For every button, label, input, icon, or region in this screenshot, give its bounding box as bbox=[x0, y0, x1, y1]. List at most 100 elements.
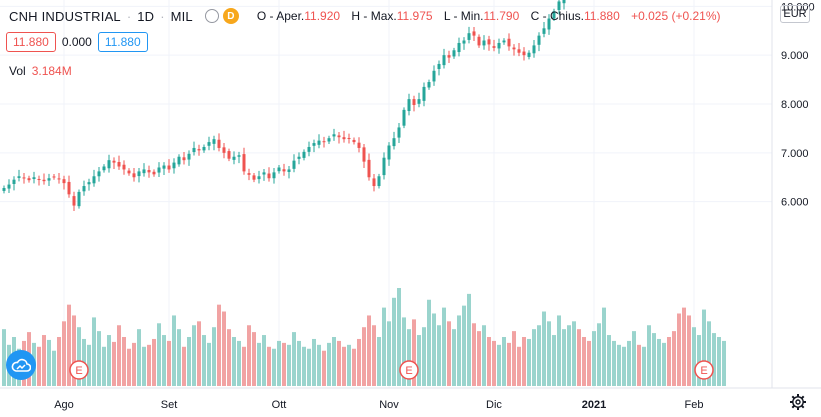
volume-bar bbox=[247, 325, 251, 386]
close-value: 11.880 bbox=[583, 9, 620, 23]
candle-body bbox=[42, 179, 46, 182]
candles[interactable] bbox=[2, 0, 726, 211]
candle-body bbox=[487, 39, 491, 45]
ohlc-values: O - Aper.11.920 H - Max.11.975 L - Min.1… bbox=[257, 9, 729, 23]
volume-bar bbox=[647, 325, 651, 386]
volume-bar bbox=[202, 335, 206, 386]
eye-icon[interactable] bbox=[204, 9, 219, 23]
volume-bar bbox=[72, 315, 76, 386]
volume-bar bbox=[217, 304, 221, 386]
candle-body bbox=[187, 153, 191, 160]
earnings-marker: E bbox=[694, 360, 714, 380]
candle-body bbox=[547, 18, 551, 30]
candle-body bbox=[452, 50, 456, 57]
volume-bar bbox=[482, 325, 486, 386]
volume-bar bbox=[192, 325, 196, 386]
candle-body bbox=[387, 145, 391, 160]
candle-body bbox=[477, 36, 481, 46]
candle-body bbox=[117, 162, 121, 167]
volume-bar bbox=[447, 321, 451, 386]
exchange-label: MIL bbox=[170, 8, 193, 24]
candle-body bbox=[507, 38, 511, 47]
volume-bar bbox=[42, 335, 46, 386]
volume-bar bbox=[682, 307, 686, 386]
volume-bar bbox=[557, 315, 561, 386]
cloud-icon[interactable] bbox=[6, 350, 36, 380]
volume-bar bbox=[512, 331, 516, 386]
volume-bar bbox=[717, 337, 721, 386]
volume-bar bbox=[62, 321, 66, 386]
time-axis[interactable]: Ago Set Ott Nov Dic 2021 Feb bbox=[0, 387, 821, 411]
candle-body bbox=[402, 109, 406, 126]
volume-bar bbox=[672, 331, 676, 386]
d-badge[interactable]: D bbox=[222, 8, 239, 24]
low-label: L - Min. bbox=[443, 9, 484, 23]
candle-body bbox=[222, 147, 226, 153]
volume-bar bbox=[97, 331, 101, 386]
earnings-label: E bbox=[75, 365, 82, 377]
volume-bars bbox=[2, 288, 726, 386]
volume-bar bbox=[527, 338, 531, 386]
volume-bar bbox=[437, 325, 441, 386]
volume-bar bbox=[257, 342, 261, 386]
chart-header: CNH INDUSTRIAL · 1D · MIL D O - Aper.11.… bbox=[9, 6, 729, 26]
earnings-circle bbox=[69, 360, 89, 380]
candle-body bbox=[532, 45, 536, 54]
volume-bar bbox=[312, 338, 316, 386]
volume-bar bbox=[612, 340, 616, 386]
candle-body bbox=[347, 137, 351, 139]
time-tick-label: Dic bbox=[486, 399, 502, 411]
volume-bar bbox=[277, 340, 281, 386]
candle-body bbox=[57, 178, 61, 180]
price-tick-label: 7.000 bbox=[781, 148, 809, 160]
volume-bar bbox=[422, 327, 426, 386]
volume-bar bbox=[252, 332, 256, 386]
candle-body bbox=[27, 178, 31, 181]
volume-bar bbox=[232, 337, 236, 386]
time-tick-label: 2021 bbox=[582, 399, 606, 411]
volume-bar bbox=[547, 321, 551, 386]
symbol-title[interactable]: CNH INDUSTRIAL bbox=[9, 8, 121, 24]
volume-bar bbox=[212, 327, 216, 386]
gear-icon[interactable] bbox=[789, 393, 807, 411]
candle-body bbox=[472, 31, 476, 36]
volume-bar bbox=[517, 346, 521, 386]
grid-lines bbox=[0, 0, 772, 388]
bid-box[interactable]: 11.880 bbox=[6, 32, 56, 52]
time-tick-label: Ott bbox=[272, 399, 287, 411]
volume-bar bbox=[222, 311, 226, 386]
candle-body bbox=[227, 151, 231, 159]
candle-body bbox=[462, 40, 466, 44]
candle-body bbox=[312, 143, 316, 146]
candle-body bbox=[322, 141, 326, 143]
candle-body bbox=[482, 40, 486, 46]
volume-bar bbox=[267, 346, 271, 386]
cloud-glyph bbox=[11, 358, 31, 372]
volume-bar bbox=[457, 315, 461, 386]
volume-bar bbox=[442, 307, 446, 386]
interval-label[interactable]: 1D bbox=[137, 8, 155, 24]
candle-body bbox=[362, 147, 366, 162]
volume-bar bbox=[87, 344, 91, 386]
candle-body bbox=[37, 179, 41, 181]
ask-box[interactable]: 11.880 bbox=[97, 32, 148, 52]
volume-bar bbox=[642, 346, 646, 386]
volume-bar bbox=[492, 340, 496, 386]
currency-button[interactable]: EUR bbox=[780, 5, 810, 23]
candle-body bbox=[447, 55, 451, 58]
candle-body bbox=[152, 171, 156, 175]
candle-body bbox=[232, 156, 236, 160]
volume-bar bbox=[667, 337, 671, 386]
volume-bar bbox=[402, 317, 406, 386]
candle-body bbox=[177, 156, 181, 165]
candle-body bbox=[437, 63, 441, 70]
candle-body bbox=[407, 99, 411, 112]
candle-body bbox=[392, 138, 396, 147]
candle-body bbox=[77, 191, 81, 207]
volume-bar bbox=[172, 315, 176, 386]
candle-body bbox=[207, 142, 211, 146]
candle-body bbox=[182, 157, 186, 161]
candle-body bbox=[372, 178, 376, 187]
